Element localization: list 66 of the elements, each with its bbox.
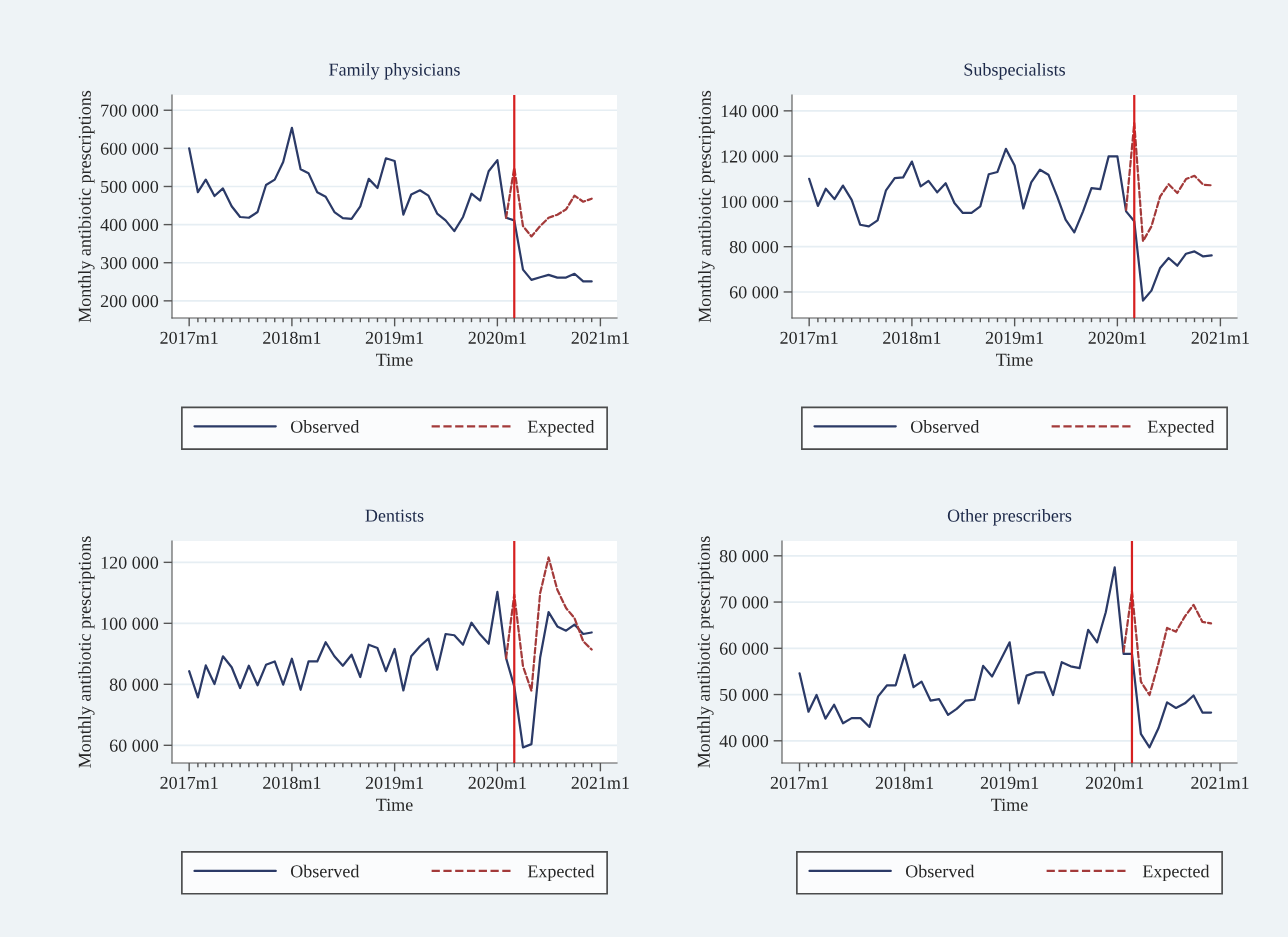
x-tick-label: 2021m1 (571, 331, 629, 344)
x-axis-title: Time (991, 798, 1028, 811)
y-tick-label: 40 000 (719, 735, 769, 748)
line-series (188, 126, 593, 283)
x-tick-label: 2019m1 (980, 776, 1039, 789)
y-tick-label: 300 000 (100, 256, 159, 270)
x-tick-label: 2021m1 (1191, 331, 1249, 344)
x-tick-label: 2017m1 (770, 776, 829, 789)
y-tick-label: 60 000 (719, 642, 769, 655)
legend-label: Observed (910, 420, 980, 433)
y-tick-label: 80 000 (719, 550, 769, 563)
y-tick-label: 200 000 (100, 295, 159, 308)
line-series (504, 166, 593, 238)
legend-label: Expected (527, 864, 595, 882)
y-tick-label: 100 000 (101, 617, 159, 630)
line-series (808, 147, 1213, 302)
line-series (188, 590, 593, 749)
x-tick-label: 2021m1 (1191, 776, 1249, 789)
legend-label: Observed (290, 864, 360, 878)
y-tick-label: 120 000 (101, 556, 159, 569)
x-axis-title: Time (376, 798, 413, 811)
y-tick-label: 70 000 (720, 596, 769, 609)
y-tick-label: 120 000 (721, 150, 779, 163)
x-tick-label: 2020m1 (468, 331, 526, 344)
chart-title: Other prescribers (947, 509, 1072, 526)
legend-label: Expected (1147, 420, 1215, 437)
chart-title: Subspecialists (964, 63, 1065, 80)
x-tick-label: 2020m1 (1085, 776, 1144, 789)
x-tick-label: 2018m1 (875, 776, 934, 789)
x-tick-label: 2019m1 (365, 331, 424, 344)
chart-title: Family physicians (329, 63, 460, 80)
y-tick-label: 80 000 (729, 240, 779, 254)
y-tick-label: 400 000 (100, 218, 159, 232)
x-tick-label: 2019m1 (985, 331, 1044, 344)
legend-label: Observed (905, 864, 975, 878)
y-tick-label: 700 000 (101, 104, 159, 117)
y-tick-label: 140 000 (721, 105, 779, 118)
y-tick-label: 60 000 (109, 739, 159, 752)
legend-label: Expected (527, 420, 595, 437)
x-tick-label: 2017m1 (160, 331, 218, 344)
y-tick-label: 500 000 (101, 180, 159, 193)
y-tick-label: 80 000 (109, 678, 159, 691)
y-axis-title: Monthly antibiotic prescriptions (697, 536, 714, 768)
x-tick-label: 2017m1 (780, 331, 838, 344)
x-tick-label: 2021m1 (571, 776, 629, 789)
y-tick-label: 600 000 (100, 142, 159, 155)
y-axis-title: Monthly antibiotic prescriptions (698, 90, 715, 323)
y-tick-label: 100 000 (721, 195, 779, 208)
x-tick-label: 2018m1 (263, 776, 321, 789)
x-axis-title: Time (996, 353, 1033, 366)
x-tick-label: 2020m1 (1088, 331, 1146, 344)
x-tick-label: 2019m1 (365, 776, 424, 789)
x-axis-title: Time (376, 353, 413, 366)
x-tick-label: 2020m1 (468, 776, 526, 789)
y-axis-title: Monthly antibiotic prescriptions (78, 536, 95, 768)
x-tick-label: 2018m1 (883, 331, 941, 344)
y-axis-title: Monthly antibiotic prescriptions (78, 90, 95, 323)
legend-label: Observed (290, 420, 360, 433)
x-tick-label: 2018m1 (263, 331, 321, 344)
line-series (798, 566, 1213, 749)
line-series (504, 556, 593, 692)
x-tick-label: 2017m1 (160, 776, 218, 789)
y-tick-label: 50 000 (720, 688, 769, 701)
chart-title: Dentists (365, 509, 424, 522)
legend-label: Expected (1142, 864, 1210, 882)
y-tick-label: 60 000 (729, 286, 779, 299)
